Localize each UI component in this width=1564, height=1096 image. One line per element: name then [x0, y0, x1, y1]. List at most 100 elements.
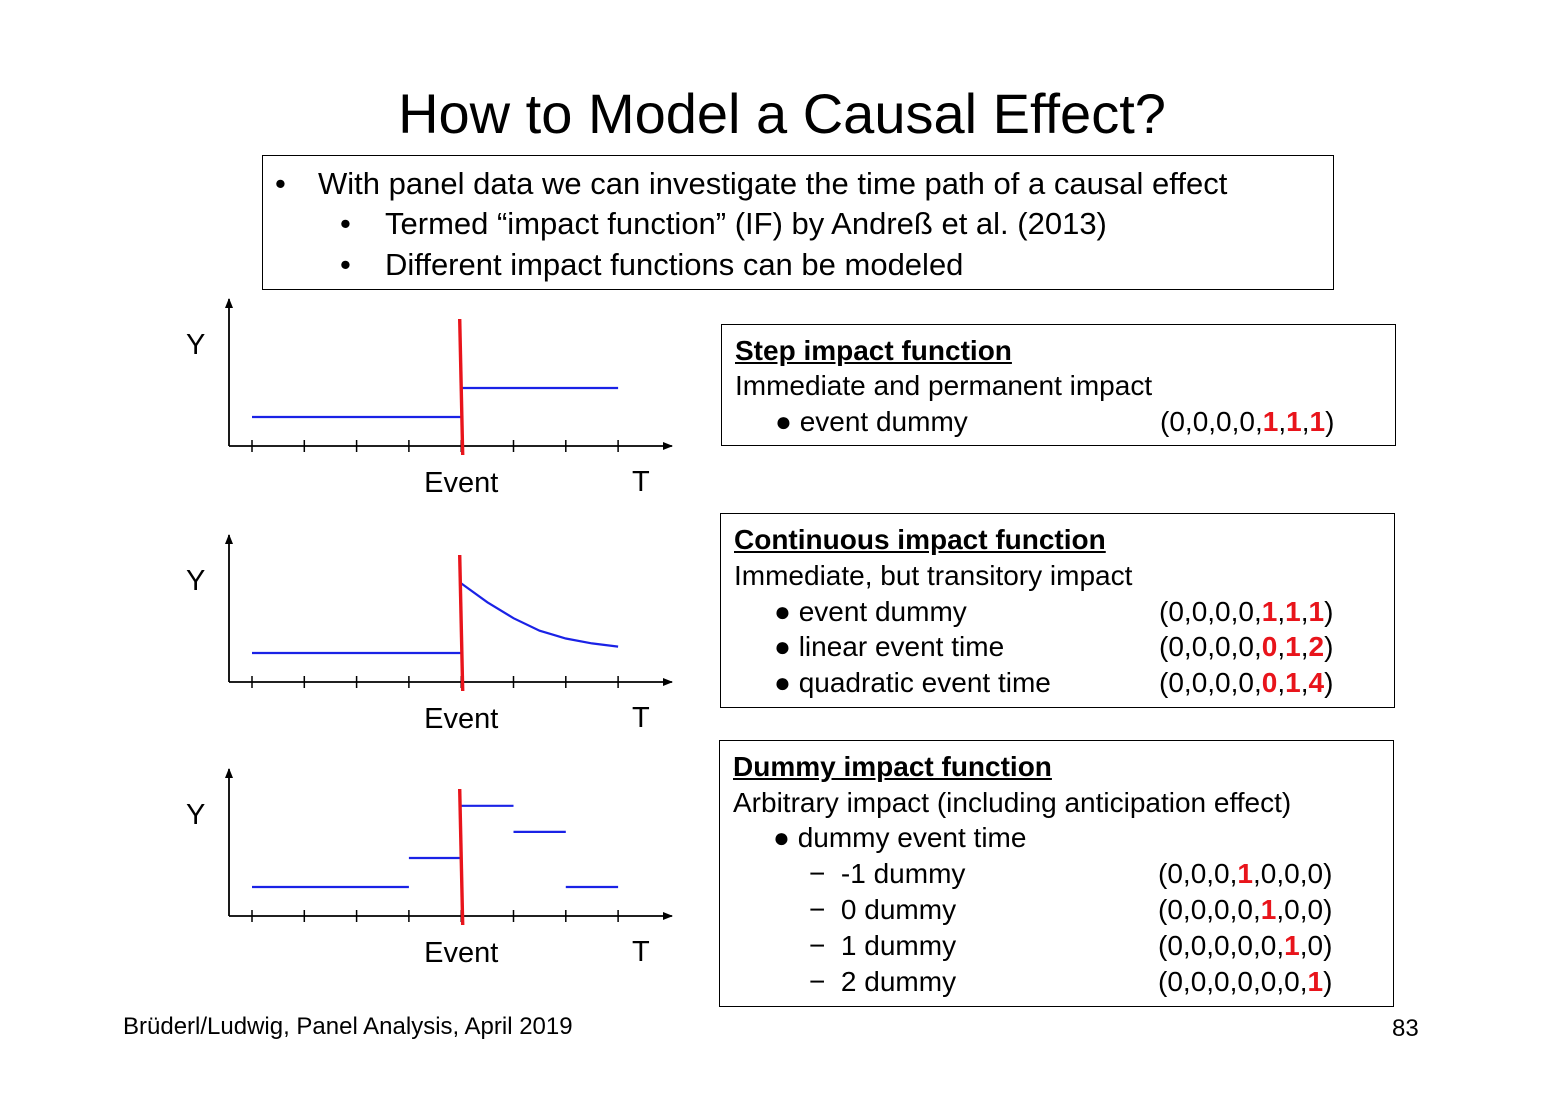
- vector-value: 0: [1191, 596, 1208, 627]
- event-label: Event: [424, 703, 498, 735]
- vector-value: 1: [1285, 596, 1301, 627]
- continuous-item: ● event dummy (0,0,0,0,1,1,1): [734, 594, 1374, 629]
- dummy-vector: (0,0,0,0,0,0,1): [1158, 966, 1333, 997]
- vector-value: 0: [1167, 894, 1183, 925]
- item-label: 0 dummy: [840, 894, 957, 925]
- step-vector: (0,0,0,0,1,1,1): [1160, 406, 1335, 437]
- item-label: dummy event time: [797, 822, 1027, 853]
- step-heading: Step impact function: [735, 335, 1012, 366]
- item-label: quadratic event time: [798, 667, 1051, 698]
- vector-value: 0: [1169, 406, 1185, 437]
- vector-value: 0: [1167, 858, 1183, 889]
- vector-value: 0: [1307, 930, 1324, 961]
- bullet-marker: •: [275, 166, 286, 201]
- continuous-item-label: ● linear event time: [774, 629, 1004, 664]
- continuous-impact-box: Continuous impact function Immediate, bu…: [720, 513, 1395, 708]
- item-label: 2 dummy: [840, 966, 957, 997]
- dummy-item: − 0 dummy (0,0,0,0,1,0,0): [733, 892, 1373, 927]
- slide-title: How to Model a Causal Effect?: [398, 82, 1166, 145]
- bullet-marker: ●: [774, 596, 791, 627]
- item-label: event dummy: [799, 406, 968, 437]
- vector-value: 0: [1190, 894, 1207, 925]
- intro-box: • With panel data we can investigate the…: [262, 155, 1334, 290]
- item-label: 1 dummy: [840, 930, 957, 961]
- vector-value: 0: [1261, 631, 1278, 662]
- vector-value: 0: [1238, 631, 1254, 662]
- vector-value: 0: [1237, 966, 1253, 997]
- vector-value: 0: [1284, 894, 1300, 925]
- event-line: [458, 554, 465, 692]
- vector-value: 1: [1262, 406, 1279, 437]
- step-impact-box: Step impact function Immediate and perma…: [721, 324, 1396, 446]
- vector-value: 1: [1285, 667, 1301, 698]
- vector-value: 0: [1260, 858, 1277, 889]
- bullet-marker: •: [340, 206, 351, 241]
- event-label: Event: [424, 467, 498, 499]
- dummy-vector: (0,0,0,0,1,0,0): [1158, 894, 1333, 925]
- continuous-description: Immediate, but transitory impact: [734, 560, 1133, 591]
- continuous-vector: (0,0,0,0,1,1,1): [1159, 596, 1334, 627]
- vector-value: 0: [1284, 966, 1300, 997]
- vector-value: 0: [1239, 406, 1255, 437]
- vector-value: 1: [1309, 406, 1326, 437]
- dash-marker: −: [809, 930, 826, 961]
- dummy-item-label: − 0 dummy: [809, 892, 956, 927]
- vector-value: 1: [1285, 631, 1301, 662]
- dummy-item: − 2 dummy (0,0,0,0,0,0,1): [733, 964, 1373, 999]
- vector-value: 0: [1168, 631, 1184, 662]
- dummy-vector: (0,0,0,1,0,0,0): [1158, 858, 1333, 889]
- vector-value: 1: [1286, 406, 1302, 437]
- vector-value: 0: [1190, 858, 1207, 889]
- dummy-heading: Dummy impact function: [733, 751, 1052, 782]
- vector-value: 0: [1214, 894, 1230, 925]
- intro-bullet-text: With panel data we can investigate the t…: [318, 166, 1228, 201]
- vector-value: 0: [1307, 894, 1324, 925]
- impact-segment: [460, 582, 619, 648]
- dummy-item: − -1 dummy (0,0,0,1,0,0,0): [733, 856, 1373, 891]
- vector-value: 0: [1215, 667, 1231, 698]
- event-label: Event: [424, 937, 498, 969]
- dash-marker: −: [809, 858, 826, 889]
- vector-value: 0: [1237, 930, 1253, 961]
- vector-value: 0: [1238, 667, 1254, 698]
- y-axis-label: Y: [186, 329, 205, 361]
- t-axis-label: T: [632, 702, 650, 734]
- vector-value: 0: [1260, 966, 1277, 997]
- continuous-heading: Continuous impact function: [734, 524, 1106, 555]
- vector-value: 0: [1260, 930, 1277, 961]
- vector-value: 0: [1168, 596, 1184, 627]
- item-label: -1 dummy: [840, 858, 966, 889]
- vector-value: 0: [1215, 596, 1231, 627]
- continuous-vector: (0,0,0,0,0,1,2): [1159, 631, 1334, 662]
- vector-value: 1: [1261, 596, 1278, 627]
- vector-value: 0: [1190, 930, 1207, 961]
- dummy-item: − 1 dummy (0,0,0,0,0,1,0): [733, 928, 1373, 963]
- event-line: [458, 318, 465, 456]
- y-axis-label: Y: [186, 565, 205, 597]
- dummy-group: ● dummy event time: [733, 820, 1373, 855]
- vector-value: 0: [1215, 631, 1231, 662]
- t-axis-label: T: [632, 936, 650, 968]
- vector-value: 0: [1214, 966, 1230, 997]
- vector-value: 1: [1260, 894, 1277, 925]
- page-number: 83: [1392, 1015, 1419, 1042]
- continuous-item: ● linear event time (0,0,0,0,0,1,2): [734, 629, 1374, 664]
- dummy-group-label: ● dummy event time: [773, 820, 1026, 855]
- vector-value: 0: [1237, 894, 1253, 925]
- item-label: event dummy: [798, 596, 967, 627]
- dash-marker: −: [809, 894, 826, 925]
- vector-value: 0: [1191, 631, 1208, 662]
- dash-marker: −: [809, 966, 826, 997]
- event-line: [458, 788, 465, 926]
- continuous-item-label: ● quadratic event time: [774, 665, 1051, 700]
- vector-value: 0: [1216, 406, 1232, 437]
- y-axis-label: Y: [186, 799, 205, 831]
- vector-value: 0: [1284, 858, 1300, 889]
- bullet-marker: ●: [775, 406, 792, 437]
- t-axis-label: T: [632, 466, 650, 498]
- continuous-item-label: ● event dummy: [774, 594, 967, 629]
- dummy-impact-box: Dummy impact function Arbitrary impact (…: [719, 740, 1394, 1007]
- step-item: ● event dummy (0,0,0,0,1,1,1): [735, 404, 1375, 439]
- continuous-item: ● quadratic event time (0,0,0,0,0,1,4): [734, 665, 1374, 700]
